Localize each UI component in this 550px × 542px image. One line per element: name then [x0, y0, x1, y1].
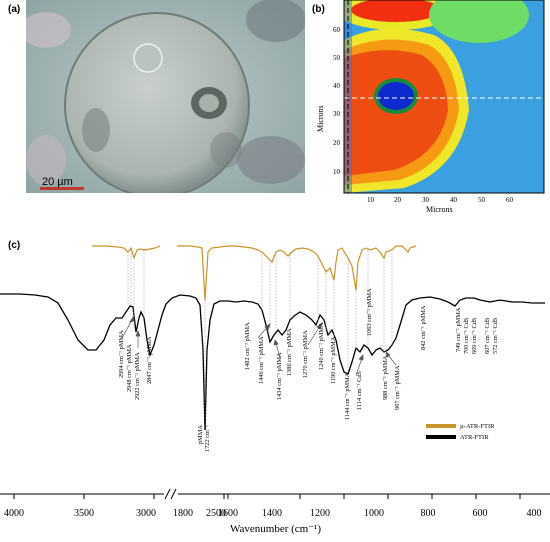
- spectrum-xtick: 1800: [173, 508, 193, 519]
- ftir-chemical-map: [344, 0, 544, 193]
- map-xtick: 40: [450, 196, 457, 204]
- ftir-spectra-plot: [0, 245, 550, 500]
- spectrum-xtick: 1600: [218, 508, 238, 519]
- map-ytick: 30: [333, 110, 340, 118]
- peak-label: 1270 cm⁻¹ pMMA: [302, 330, 309, 378]
- spectrum-xtick: 1200: [310, 508, 330, 519]
- panel-label-c: (c): [8, 240, 21, 251]
- peak-label: 842 cm⁻¹ pMMA: [420, 305, 427, 350]
- micro-atr-spectrum-low: [177, 245, 417, 301]
- map-axes: 10 20 30 40 50 60 10 20 30 40 50 60 Micr…: [312, 0, 550, 232]
- map-ytick: 20: [333, 139, 340, 147]
- peak-label: 2922 cm⁻¹ pMMA: [134, 352, 141, 400]
- map-ytick: 40: [333, 82, 340, 90]
- legend-label-micro-atr: µ-ATR-FTIR: [460, 423, 495, 430]
- map-xtick: 20: [394, 196, 401, 204]
- legend-label-atr: ATR-FTIR: [460, 434, 489, 441]
- panel-label-a: (a): [8, 4, 21, 15]
- spectrum-xtick: 1000: [364, 508, 384, 519]
- peak-label: 2948 cm⁻¹ pMMA: [126, 344, 133, 392]
- spectrum-xtick: 4000: [4, 508, 24, 519]
- peak-label: 607 cm⁻¹ CdS: [484, 317, 491, 354]
- spectrum-xlabel: Wavenumber (cm⁻¹): [230, 523, 321, 535]
- atr-spectrum: [0, 293, 545, 431]
- map-ytick: 50: [333, 54, 340, 62]
- peak-label: 1434 cm⁻¹ pMMA: [276, 352, 283, 400]
- scale-bar-label: 20 µm: [42, 176, 73, 188]
- legend-swatch-micro-atr: [426, 424, 456, 428]
- peak-label: 1063 cm⁻¹ pMMA: [366, 288, 373, 336]
- peak-label: 1114 cm⁻¹ CdS: [356, 370, 363, 410]
- map-ytick: 60: [333, 26, 340, 34]
- spectrum-xtick: 600: [472, 508, 488, 519]
- micro-atr-spectrum-high: [92, 245, 161, 260]
- peak-label: 669 cm⁻¹ CdS: [471, 317, 478, 354]
- peak-label: 967 cm⁻¹ pMMA: [394, 365, 401, 410]
- peak-label: 1446 cm⁻¹ pMMA: [258, 336, 265, 384]
- spectrum-xtick: 3000: [136, 508, 156, 519]
- peak-label: 1386 cm⁻¹ pMMA: [286, 328, 293, 376]
- peak-label: 700 cm⁻¹ CdS: [463, 317, 470, 354]
- peak-label: 572 cm⁻¹ CdS: [492, 317, 499, 354]
- map-ylabel: Microns: [316, 105, 325, 132]
- panel-label-b: (b): [312, 4, 325, 15]
- spectrum-xtick: 3500: [74, 508, 94, 519]
- map-xlabel: Microns: [426, 205, 453, 214]
- peak-label: 988 cm⁻¹ pMMA: [382, 355, 389, 400]
- map-ytick: 10: [333, 168, 340, 176]
- spectrum-xtick: 800: [420, 508, 436, 519]
- peak-label: 2847 cm⁻¹ pMMA: [146, 336, 153, 384]
- peak-label: pMMA: [197, 425, 204, 444]
- peak-label: 2994 cm⁻¹ pMMA: [118, 330, 125, 378]
- spectrum-xtick: 2500: [206, 508, 226, 519]
- legend-swatch-atr: [426, 435, 456, 439]
- axis-break-mark: [164, 488, 171, 500]
- axis-break-mark: [170, 488, 177, 500]
- peak-label: 1482 cm⁻¹ pMMA: [244, 322, 251, 370]
- map-xtick: 10: [367, 196, 374, 204]
- peak-label: 1190 cm⁻¹ pMMA: [330, 336, 337, 384]
- peak-label: 1722 cm⁻¹: [204, 424, 211, 452]
- peak-label: 1144 cm⁻¹ pMMA: [344, 372, 351, 420]
- map-xtick: 50: [478, 196, 485, 204]
- map-xtick: 30: [422, 196, 429, 204]
- peak-label: 1240 cm⁻¹ pMMA: [318, 322, 325, 370]
- peak-label: 749 cm⁻¹ pMMA: [455, 307, 462, 352]
- microscope-photo: [26, 0, 305, 193]
- spectrum-xtick: 1400: [262, 508, 282, 519]
- spectrum-xtick: 400: [526, 508, 542, 519]
- map-xtick: 60: [506, 196, 513, 204]
